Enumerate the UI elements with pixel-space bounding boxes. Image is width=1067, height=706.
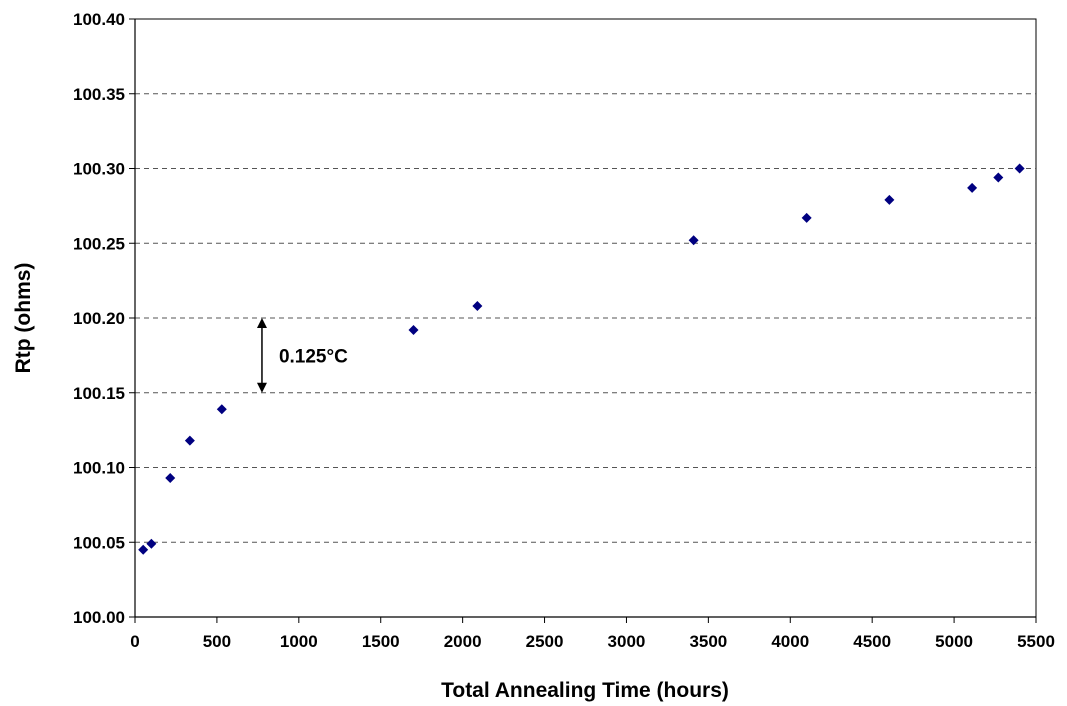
x-axis-title: Total Annealing Time (hours) bbox=[441, 679, 729, 702]
x-tick-label: 5000 bbox=[935, 632, 973, 651]
data-point bbox=[408, 324, 419, 335]
data-point bbox=[688, 235, 699, 246]
y-tick-label: 100.20 bbox=[73, 309, 125, 328]
data-point bbox=[138, 544, 149, 555]
y-tick-label: 100.05 bbox=[73, 533, 125, 552]
annotation-arrowhead-bottom bbox=[256, 382, 267, 393]
x-tick-label: 1500 bbox=[362, 632, 400, 651]
annotation-arrowhead-top bbox=[256, 318, 267, 328]
data-point bbox=[165, 472, 176, 483]
data-point bbox=[1014, 163, 1025, 174]
y-tick-label: 100.25 bbox=[73, 234, 125, 253]
data-points bbox=[138, 163, 1025, 555]
x-tick-label: 2000 bbox=[444, 632, 482, 651]
x-tick-label: 500 bbox=[203, 632, 231, 651]
data-point bbox=[884, 194, 895, 205]
grid-lines bbox=[135, 93, 1036, 543]
annotation-range: 0.125°C bbox=[256, 318, 348, 393]
data-point bbox=[184, 435, 195, 446]
annotation-label: 0.125°C bbox=[279, 346, 348, 367]
y-tick-label: 100.00 bbox=[73, 608, 125, 627]
y-tick-label: 100.15 bbox=[73, 384, 125, 403]
x-tick-label: 1000 bbox=[280, 632, 318, 651]
data-point bbox=[967, 182, 978, 193]
y-axis-ticks: 100.00 100.05 100.10 100.15 100.20 100.25 100.… bbox=[73, 10, 135, 627]
data-point bbox=[801, 212, 812, 223]
y-tick-label: 100.30 bbox=[73, 160, 125, 179]
y-tick-label: 100.40 bbox=[73, 10, 125, 29]
y-tick-label: 100.10 bbox=[73, 459, 125, 478]
x-tick-label: 5500 bbox=[1017, 632, 1055, 651]
x-tick-label: 3500 bbox=[689, 632, 727, 651]
y-tick-label: 100.35 bbox=[73, 85, 125, 104]
x-axis-ticks: 0 500 1000 1500 2000 2500 3000 3500 4000 4500 5000… bbox=[130, 617, 1055, 651]
data-point bbox=[472, 301, 483, 312]
data-point bbox=[993, 172, 1004, 183]
y-axis-title: Rtp (ohms) bbox=[12, 263, 35, 374]
data-point bbox=[146, 538, 157, 549]
x-tick-label: 2500 bbox=[526, 632, 564, 651]
data-point bbox=[216, 404, 227, 415]
x-tick-label: 3000 bbox=[608, 632, 646, 651]
x-tick-label: 4500 bbox=[853, 632, 891, 651]
x-tick-label: 4000 bbox=[771, 632, 809, 651]
x-tick-label: 0 bbox=[130, 632, 139, 651]
